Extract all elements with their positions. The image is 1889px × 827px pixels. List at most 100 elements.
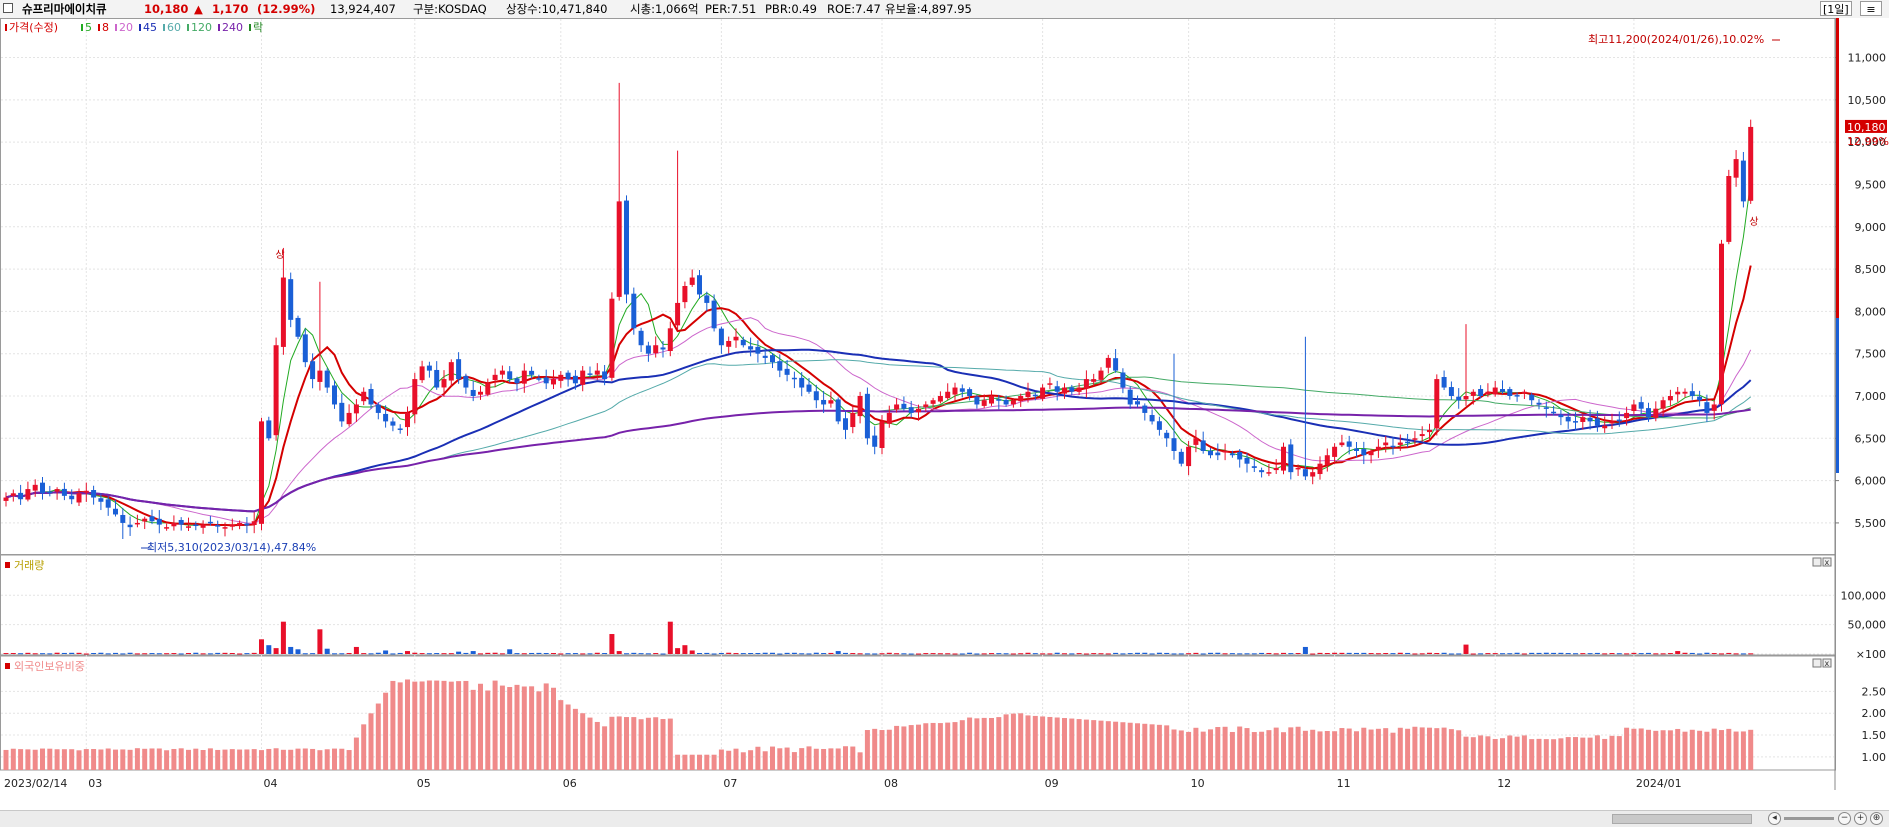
volume-panel-buttons[interactable]: x <box>1812 557 1832 567</box>
volume-bar <box>1222 653 1228 655</box>
volume-bar <box>492 652 498 654</box>
candle-body <box>1653 408 1659 418</box>
volume-bar <box>587 653 593 655</box>
volume-bar <box>10 653 16 655</box>
volume-bar <box>186 653 191 655</box>
candle <box>1354 442 1359 458</box>
list-icon[interactable]: ≡ <box>1860 1 1882 16</box>
scroll-left-icon[interactable]: ◂ <box>1768 812 1781 825</box>
candle <box>1200 431 1206 454</box>
candle-body <box>237 522 243 526</box>
volume-bar <box>1186 653 1192 655</box>
candle <box>1164 429 1170 447</box>
candle-body <box>266 420 272 439</box>
foreign-bar <box>536 691 542 770</box>
foreign-bar <box>434 680 440 770</box>
foreign-bar <box>156 748 162 770</box>
market-cap: 시총:1,066억 <box>630 2 699 16</box>
candle <box>828 391 834 408</box>
period-selector[interactable]: [1일] <box>1820 1 1852 16</box>
volume-bar <box>215 652 221 654</box>
candle-body <box>426 365 432 371</box>
foreign-bar <box>1208 729 1213 770</box>
candle <box>558 371 564 388</box>
candle <box>1689 383 1695 400</box>
volume-bar <box>310 653 316 655</box>
candle <box>762 348 768 365</box>
foreign-bar <box>1149 724 1155 770</box>
foreign-panel-buttons[interactable]: x <box>1812 658 1832 668</box>
foreign-bar <box>1164 725 1170 770</box>
chart-scrollbar-thumb[interactable] <box>1612 814 1752 824</box>
foreign-bar <box>120 749 126 770</box>
foreign-bar <box>47 748 53 770</box>
candle <box>1281 442 1286 475</box>
legend-swatch-4 <box>139 24 141 31</box>
candle-body <box>1324 455 1330 466</box>
candle <box>777 354 783 378</box>
volume-bar <box>1361 652 1367 654</box>
volume-bar <box>1405 652 1411 654</box>
stock-header-bar: 슈프리마에이치큐 10,180 ▲ 1,170 (12.99%) 13,924,… <box>0 0 1889 19</box>
candle <box>1507 386 1513 400</box>
volume-bar <box>1113 652 1119 654</box>
foreign-bar <box>200 750 206 770</box>
volume-bar <box>1646 652 1651 654</box>
price-tick-label-0: 5,500 <box>1855 517 1887 530</box>
candle <box>536 374 542 382</box>
candle <box>1748 119 1754 204</box>
candle <box>1054 380 1060 401</box>
candle-body <box>1609 421 1615 424</box>
candle-body <box>1025 391 1031 398</box>
candle <box>1594 410 1600 432</box>
candle <box>237 520 243 530</box>
candle-body <box>799 377 805 388</box>
candle <box>1244 453 1250 473</box>
volume-bar <box>813 652 819 654</box>
zoom-slider[interactable] <box>1784 817 1834 820</box>
foreign-bar <box>1448 729 1454 770</box>
foreign-bar <box>1573 737 1578 770</box>
zoom-in-icon[interactable]: + <box>1854 812 1867 825</box>
candle <box>485 378 491 397</box>
candle <box>1120 368 1126 394</box>
stock-chart[interactable]: 5,500 6,000 6,500 7,000 7,500 8,000 8,500 9,000… <box>0 18 1889 810</box>
candle-body <box>1675 391 1681 395</box>
zoom-reset-icon[interactable]: ⊕ <box>1870 812 1883 825</box>
y-axis-labels: 5,500 6,000 6,500 7,000 7,500 8,000 8,500 9,000… <box>1835 52 1886 764</box>
candle <box>3 492 9 507</box>
candle <box>32 479 38 497</box>
foreign-bar <box>229 749 235 770</box>
volume-bar <box>1492 653 1498 655</box>
candle-body <box>733 336 739 341</box>
foreign-bar <box>514 684 520 770</box>
candle <box>332 380 337 409</box>
candle <box>1500 380 1505 394</box>
candle <box>1361 441 1367 465</box>
foreign-bar <box>1229 731 1235 770</box>
candle <box>91 485 97 505</box>
volume-bar <box>478 653 483 655</box>
candle-body <box>1682 391 1688 394</box>
candle-body <box>1397 442 1403 445</box>
volume-bar <box>1456 653 1462 655</box>
foreign-bar <box>83 749 89 770</box>
volume-bar <box>1273 653 1279 655</box>
zoom-out-icon[interactable]: − <box>1838 812 1851 825</box>
candle <box>514 376 520 392</box>
candle-body <box>324 370 330 388</box>
candle-body <box>317 370 323 382</box>
foreign-bar <box>1602 738 1608 770</box>
candle <box>1609 413 1615 429</box>
volume-bar <box>1368 653 1374 655</box>
candle <box>1616 411 1622 427</box>
header-checkbox[interactable] <box>3 3 13 13</box>
candle <box>1368 449 1374 464</box>
volume-bar <box>974 653 980 655</box>
foreign-bar <box>697 754 702 770</box>
legend-label-5: 60 <box>167 21 181 34</box>
foreign-bar <box>1222 726 1228 770</box>
candle-body <box>1594 418 1600 426</box>
candle-body <box>1441 377 1447 388</box>
foreign-bar <box>1521 735 1527 770</box>
